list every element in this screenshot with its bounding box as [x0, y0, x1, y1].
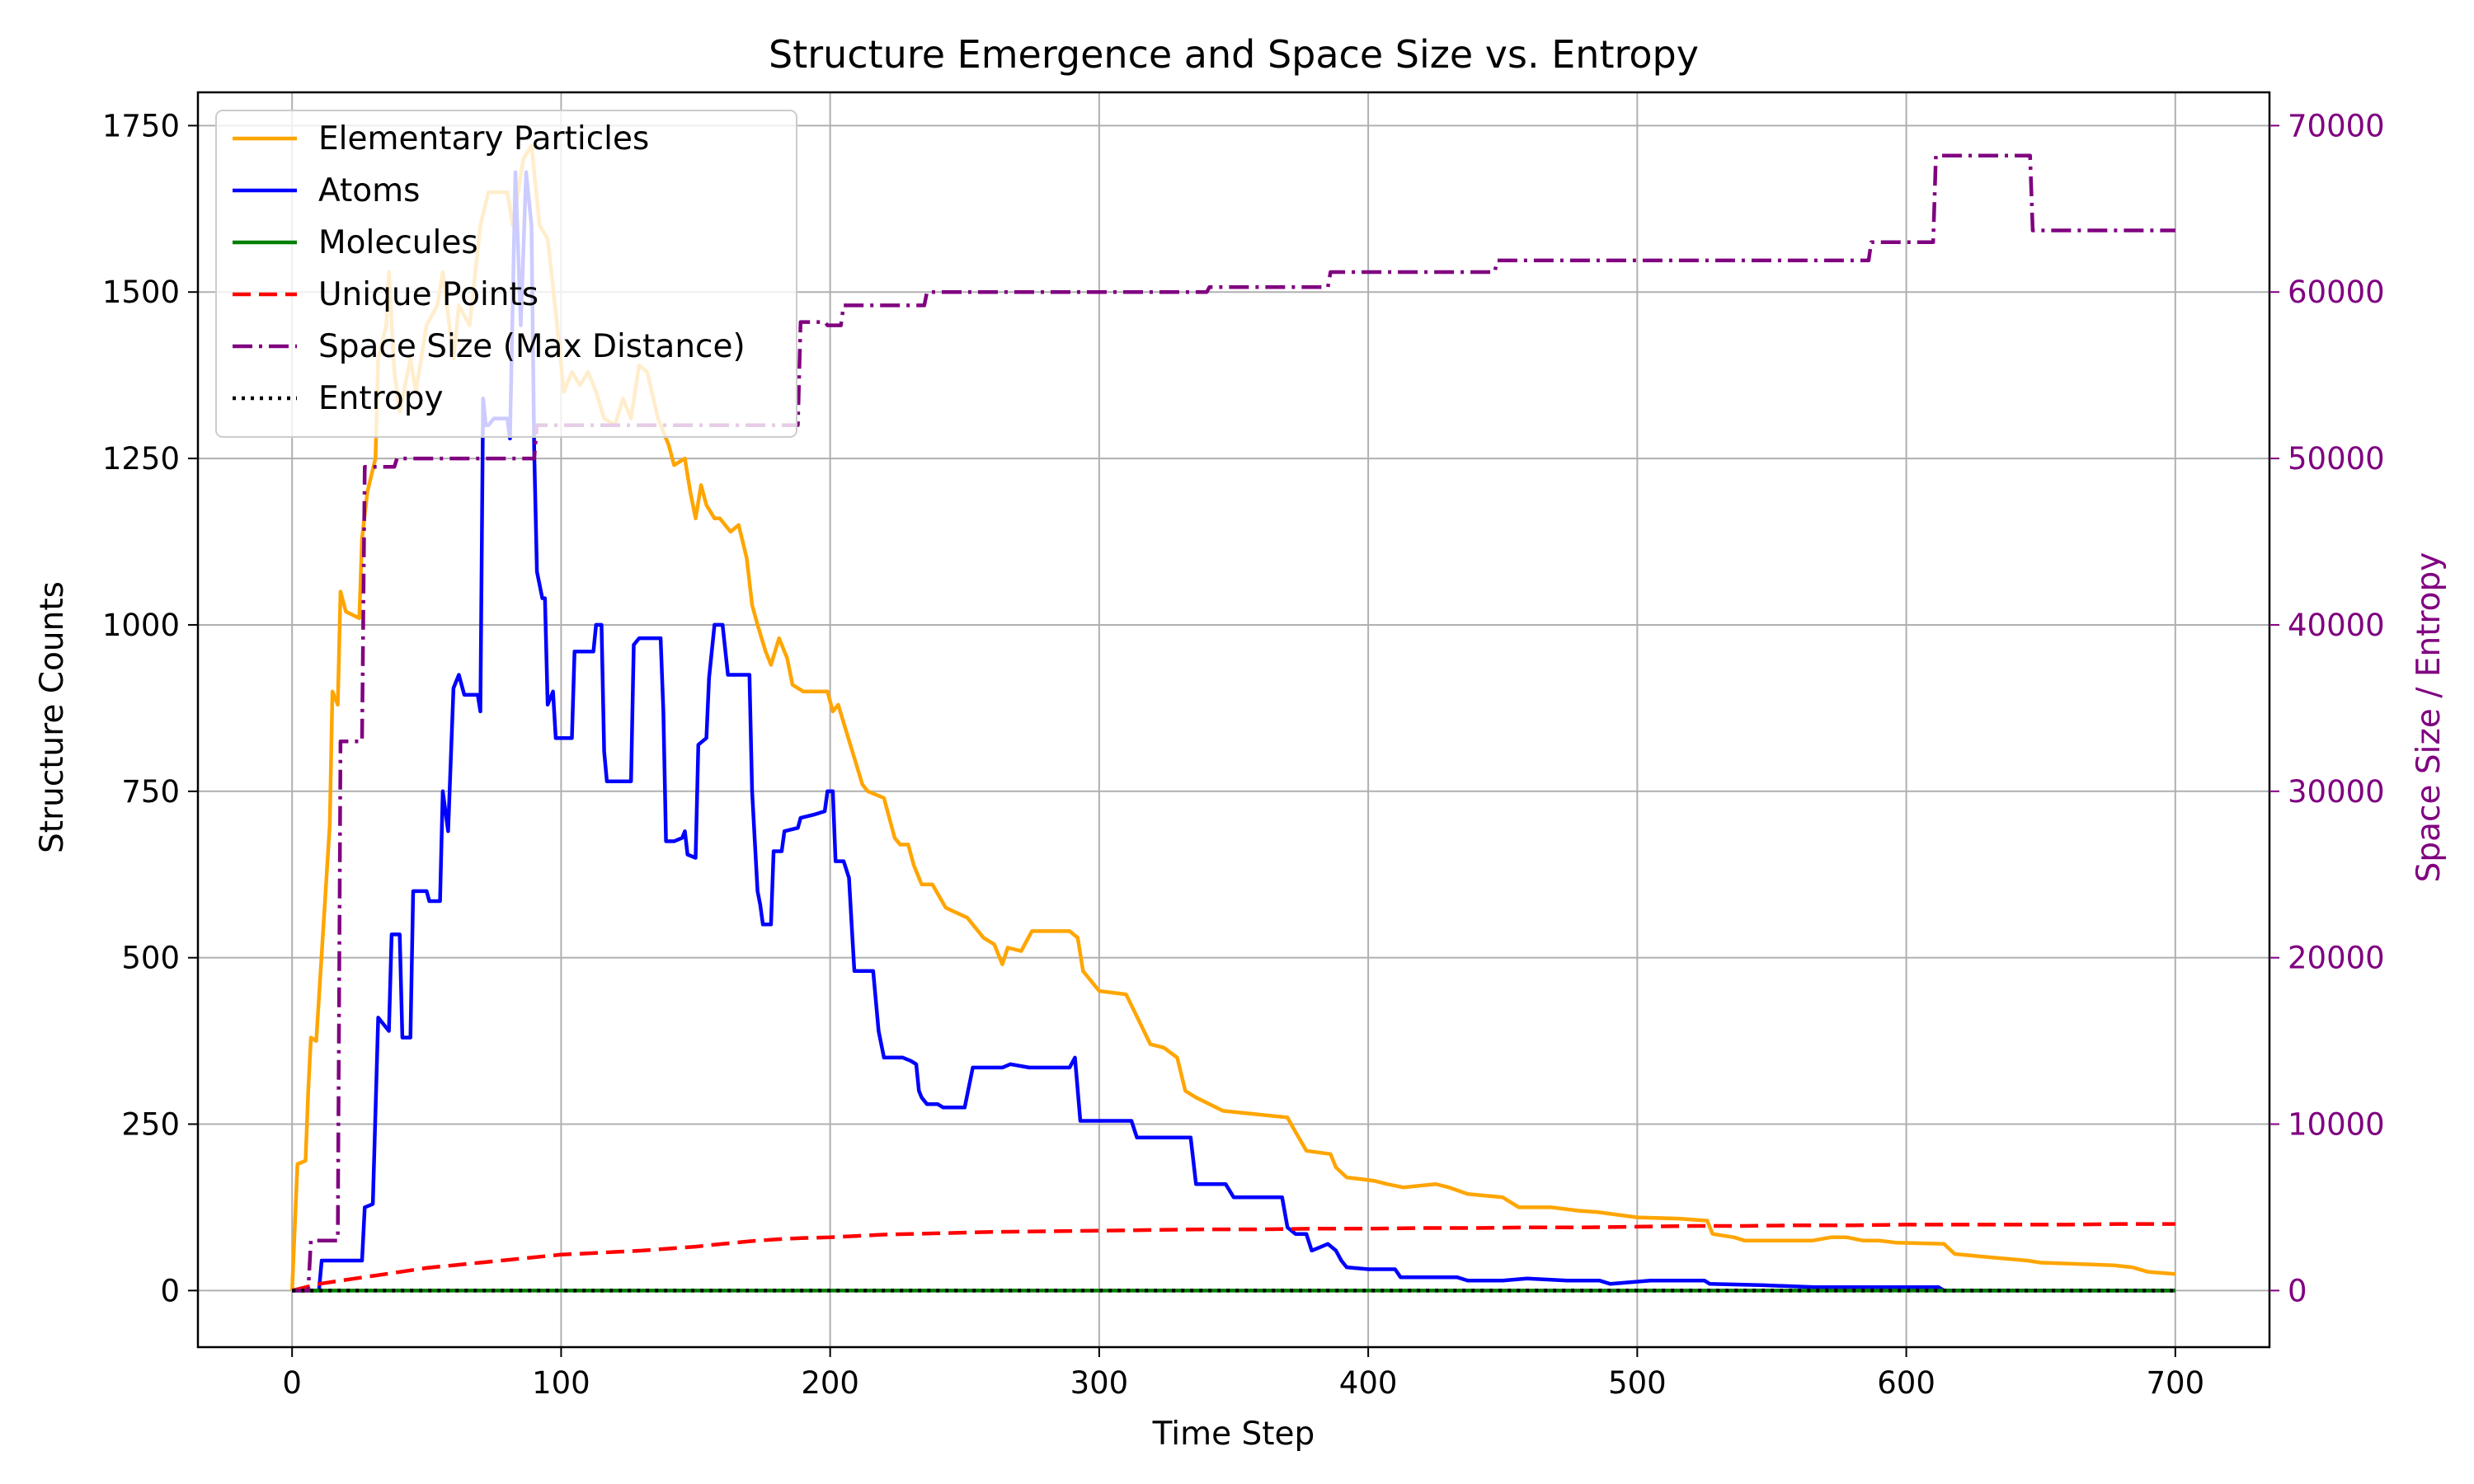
- y-axis-right-label: Space Size / Entropy: [2411, 552, 2448, 883]
- y-right-tick-label: 0: [2288, 1273, 2307, 1308]
- y-tick-label: 1250: [102, 441, 180, 477]
- series-space-size-max-distance: [292, 153, 2175, 1293]
- x-tick-label: 700: [2147, 1365, 2205, 1401]
- y-right-tick-label: 60000: [2288, 275, 2385, 310]
- y-right-tick-label: 10000: [2288, 1107, 2385, 1143]
- x-tick-label: 500: [1608, 1365, 1667, 1401]
- y-right-tick-label: 50000: [2288, 441, 2385, 477]
- grid-layer: [198, 92, 2269, 1347]
- chart-title: Structure Emergence and Space Size vs. E…: [769, 32, 1699, 77]
- legend-label: Space Size (Max Distance): [318, 328, 745, 365]
- series-atoms: [292, 170, 2175, 1293]
- y-tick-label: 250: [121, 1107, 180, 1143]
- y-right-tick-label: 20000: [2288, 941, 2385, 976]
- legend-label: Unique Points: [318, 276, 539, 313]
- x-tick-label: 0: [282, 1365, 302, 1401]
- x-tick-label: 300: [1070, 1365, 1129, 1401]
- x-tick-label: 600: [1877, 1365, 1935, 1401]
- legend-label: Atoms: [318, 172, 420, 209]
- y-right-tick-label: 70000: [2288, 108, 2385, 143]
- x-axis-label: Time Step: [1152, 1416, 1315, 1453]
- legend-label: Molecules: [318, 224, 478, 261]
- y-tick-label: 1500: [102, 275, 180, 310]
- y-tick-label: 500: [121, 941, 180, 976]
- y-tick-label: 0: [160, 1273, 180, 1308]
- y-right-tick-label: 30000: [2288, 774, 2385, 810]
- ticks-layer: 0 100 200 300 400 500 600 700 0 250 500 750 1000 1250…: [102, 108, 2385, 1401]
- legend: Elementary Particles Atoms Molecules Unique…: [215, 110, 797, 438]
- legend-label: Elementary Particles: [318, 120, 649, 157]
- x-tick-label: 400: [1339, 1365, 1398, 1401]
- legend-label: Entropy: [318, 380, 444, 417]
- y-axis-label: Structure Counts: [34, 581, 71, 853]
- y-tick-label: 1750: [102, 108, 180, 143]
- x-tick-label: 200: [801, 1365, 859, 1401]
- plot-frame: [196, 91, 2271, 1349]
- legend-box: [215, 110, 797, 438]
- y-right-tick-label: 40000: [2288, 608, 2385, 643]
- series-unique-points: [291, 1222, 2175, 1293]
- y-tick-label: 1000: [102, 608, 180, 643]
- y-tick-label: 750: [121, 774, 180, 810]
- x-tick-label: 100: [532, 1365, 590, 1401]
